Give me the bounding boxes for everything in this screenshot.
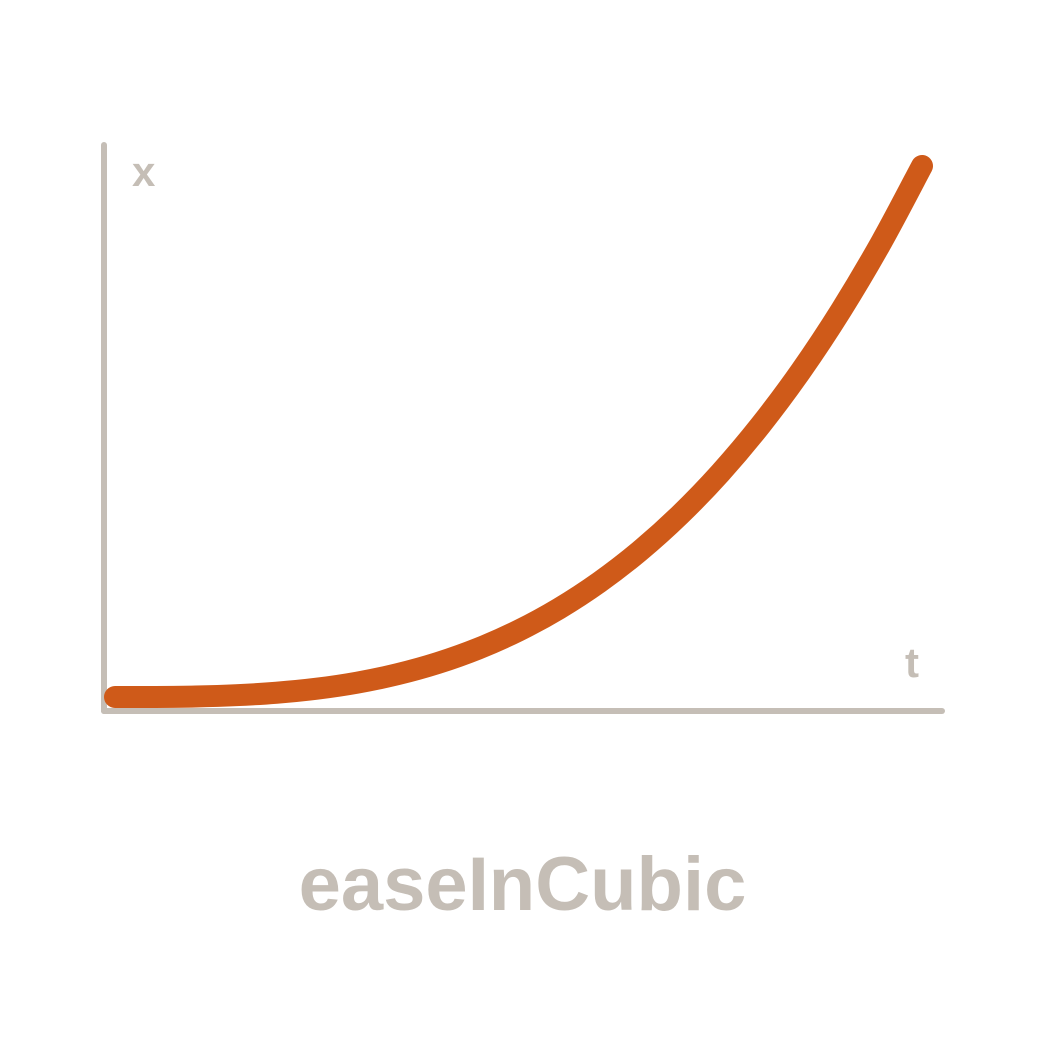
x-axis-label: t <box>905 639 919 686</box>
y-axis-label: x <box>132 148 156 195</box>
chart-title: easeInCubic <box>298 842 747 927</box>
series-layer <box>104 155 933 709</box>
series-line-0 <box>104 155 933 709</box>
